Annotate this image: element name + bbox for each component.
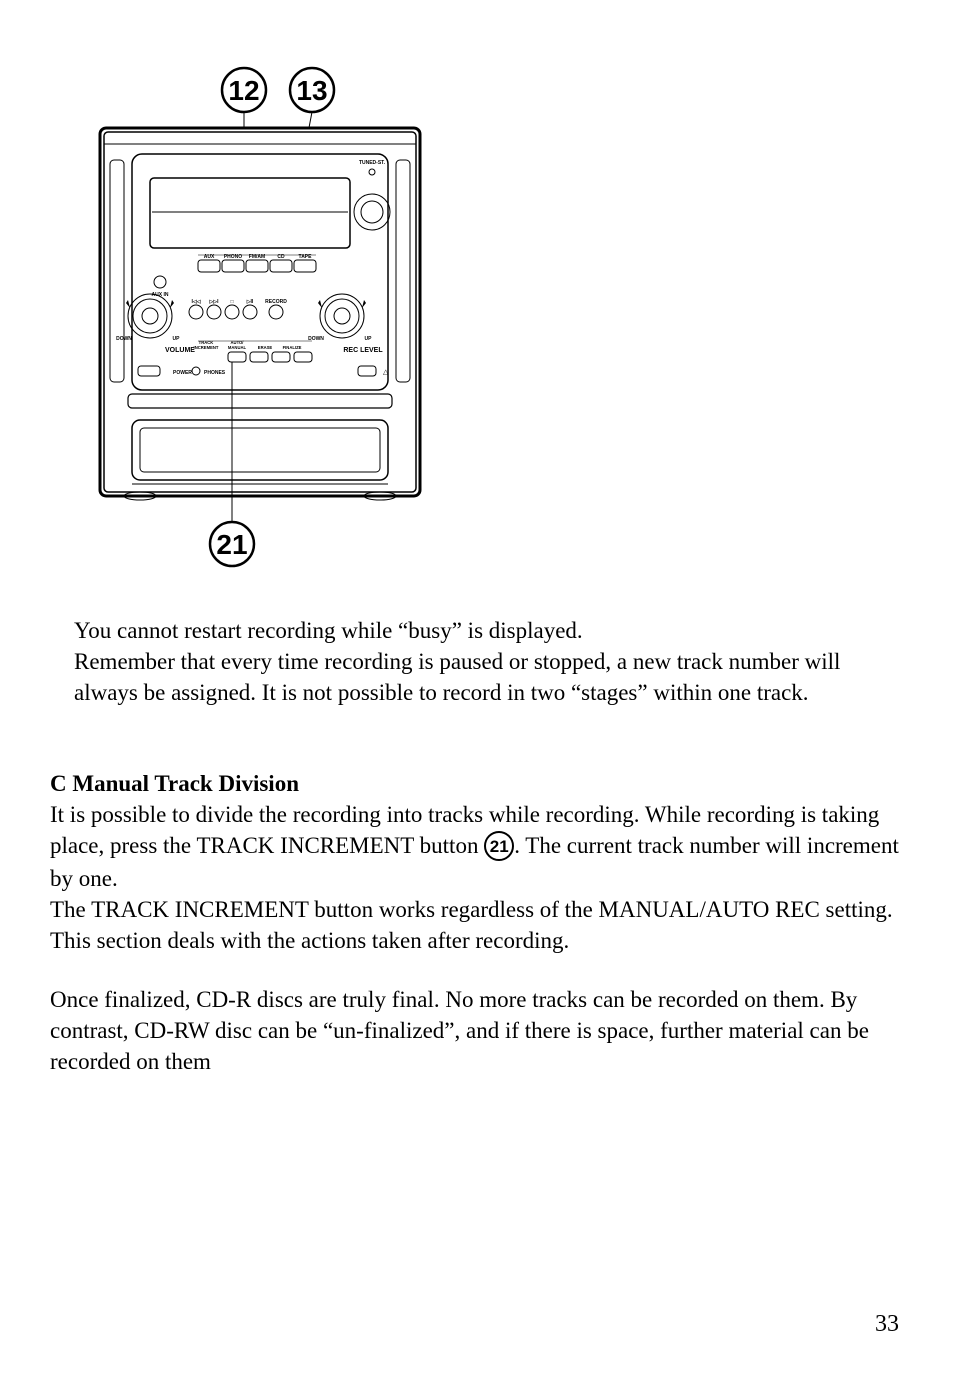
svg-text:UP: UP <box>365 336 373 342</box>
svg-text:△: △ <box>383 369 389 376</box>
track-number-note: Remember that every time recording is pa… <box>50 646 904 708</box>
svg-text:I◁◁: I◁◁ <box>191 299 200 305</box>
device-diagram: 12 13 TUNED-ST. AUX <box>80 60 904 585</box>
svg-text:21: 21 <box>216 529 247 560</box>
svg-text:▷II: ▷II <box>246 299 254 305</box>
busy-note: You cannot restart recording while “busy… <box>50 615 904 646</box>
svg-text:12: 12 <box>228 75 259 106</box>
callout-ref-21: 21 <box>484 831 514 861</box>
svg-text:PHONES: PHONES <box>204 370 226 376</box>
svg-text:DOWN: DOWN <box>116 336 132 342</box>
svg-text:AUX IN: AUX IN <box>152 292 169 298</box>
finalize-note: Once finalized, CD-R discs are truly fin… <box>50 984 904 1077</box>
svg-text:INCREMENT: INCREMENT <box>194 345 219 350</box>
svg-text:POWER: POWER <box>173 370 192 376</box>
svg-text:□: □ <box>230 299 233 305</box>
svg-text:REC LEVEL: REC LEVEL <box>343 347 383 354</box>
page-number: 33 <box>875 1311 899 1338</box>
track-increment-note: The TRACK INCREMENT button works regardl… <box>50 894 904 925</box>
track-increment-para: It is possible to divide the recording i… <box>50 799 904 894</box>
svg-text:ERASE: ERASE <box>258 345 273 350</box>
svg-text:MANUAL: MANUAL <box>228 345 247 350</box>
svg-text:TUNED-ST.: TUNED-ST. <box>359 160 386 166</box>
svg-text:RECORD: RECORD <box>265 299 287 305</box>
svg-text:▷▷I: ▷▷I <box>208 299 219 305</box>
heading-manual-track-division: C Manual Track Division <box>50 768 904 799</box>
svg-text:UP: UP <box>173 336 181 342</box>
post-recording-note: This section deals with the actions take… <box>50 925 904 956</box>
svg-text:13: 13 <box>296 75 327 106</box>
svg-text:VOLUME: VOLUME <box>165 347 195 354</box>
svg-text:FINALIZE: FINALIZE <box>283 345 302 350</box>
